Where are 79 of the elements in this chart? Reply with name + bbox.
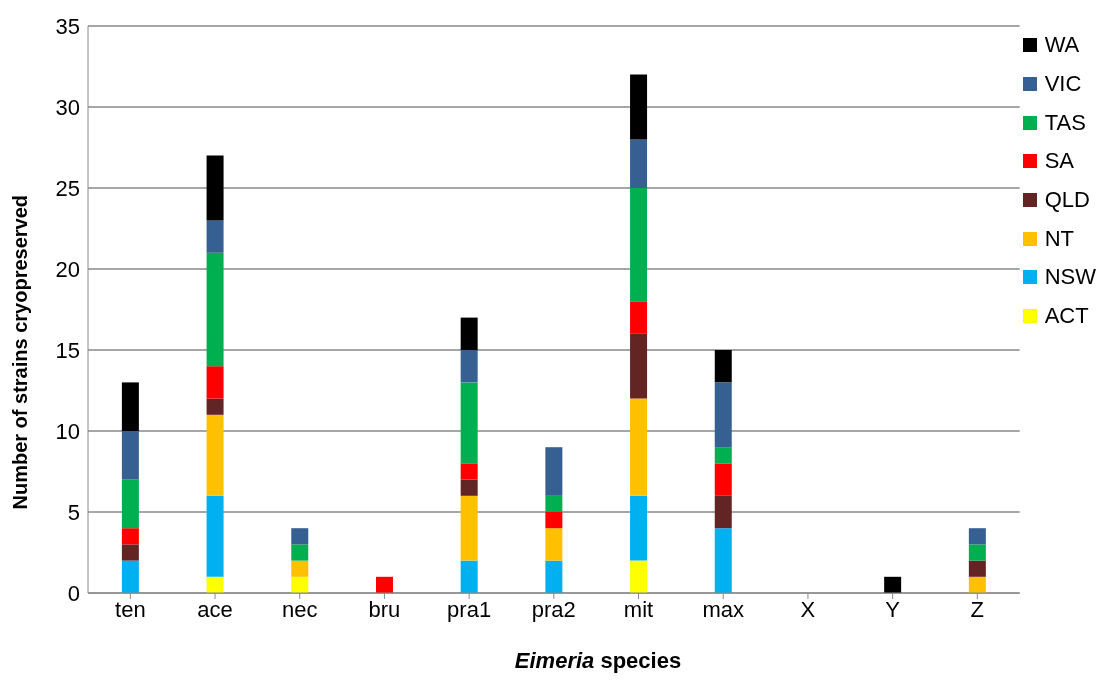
bar [968,528,986,545]
bar [460,317,478,350]
x-axis-title: Eimeria species [514,648,682,673]
bar [460,479,478,496]
bar [714,382,732,448]
bar [121,479,139,529]
x-tick-label: max [702,596,745,622]
bar [460,463,478,480]
legend-label: NSW [1044,264,1096,291]
y-tick-label: 5 [67,499,80,525]
bar [630,495,648,561]
bar [630,333,648,399]
bar [714,528,732,593]
bar [121,528,139,545]
bar [206,220,224,253]
bar [714,495,732,529]
bar [545,560,563,593]
bar [206,495,224,577]
bar [714,350,732,383]
bar [460,495,478,561]
bar [545,447,563,496]
bar [291,544,309,561]
bar [291,560,309,577]
bar [460,560,478,593]
bar [714,447,732,464]
bar [121,382,139,431]
bar [121,560,139,593]
bar [630,301,648,334]
x-tick-label: pra2 [531,596,576,622]
x-tick-label: Y [885,596,901,622]
y-axis-title: Number of strains cryopreserved [9,194,32,510]
x-tick-label: ten [115,596,146,622]
bar [884,576,902,593]
x-tick-label: X [800,596,816,622]
y-tick-label: 20 [55,256,80,282]
x-tick-label: bru [368,596,401,622]
bar [545,528,563,561]
legend-label: ACT [1044,303,1089,330]
bar [460,382,478,464]
x-tick-label: Z [970,596,985,622]
bar [206,366,224,399]
y-tick-label: 10 [55,418,80,444]
bar [206,576,224,593]
bar [968,560,986,577]
y-tick-label: 30 [55,94,80,120]
bar [630,560,648,593]
y-tick-label: 25 [55,175,80,201]
bar [206,252,224,367]
bar [206,398,224,415]
legend-label: SA [1044,148,1075,175]
bar [121,544,139,561]
legend-label: QLD [1044,187,1090,214]
bar [291,528,309,545]
bar [968,576,986,593]
bar [630,74,648,140]
y-tick-label: 15 [55,337,80,363]
legend-label: NT [1044,225,1074,252]
bar [206,414,224,496]
bar [968,544,986,561]
bar [630,188,648,302]
bar [714,463,732,496]
bar [206,155,224,221]
x-tick-label: mit [623,596,654,622]
bar [375,576,393,593]
x-tick-label: nec [282,596,318,622]
legend-label: WA [1044,32,1080,59]
x-tick-label: pra1 [447,596,492,622]
legend-label: TAS [1044,109,1086,136]
bar [545,495,563,512]
bar [630,139,648,188]
y-tick-label: 35 [55,13,80,39]
bar [545,512,563,529]
bar [460,350,478,383]
bar [291,576,309,593]
y-tick-label: 0 [67,580,80,606]
bar [121,431,139,480]
legend-label: VIC [1044,71,1082,98]
x-tick-label: ace [197,596,233,622]
bar [630,398,648,496]
